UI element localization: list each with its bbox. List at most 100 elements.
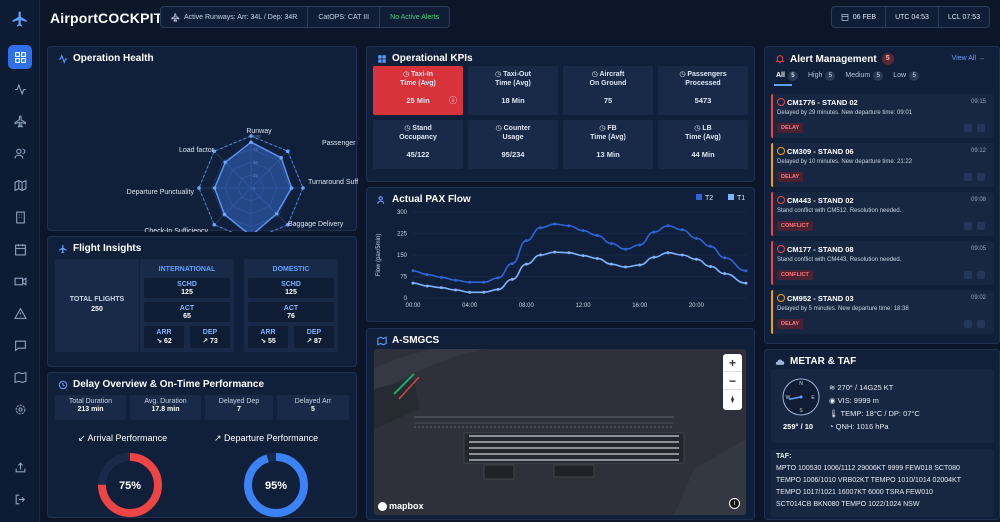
alert-tag: DELAY [777,319,804,329]
runway-status[interactable]: Active Runways: Arr: 34L / Dep: 34R [161,7,309,27]
book-icon [14,371,26,383]
series-point [567,251,571,255]
intl-dep: DEP ↗ 73 [190,326,230,348]
status-pills: Active Runways: Arr: 34L / Dep: 34R CatO… [160,6,451,28]
alert-card[interactable]: CM443 - STAND 02 09:08 Stand conflict with… [771,192,994,236]
taf-line: TEMPO 1017/1021 16007KT 6000 TSRA FEW010 [776,489,933,496]
radar-tick-label: 50 [253,160,259,165]
total-flights-value: 250 [91,306,103,313]
flight-insights-title: Flight Insights [58,243,141,254]
series-point [567,224,571,228]
alert-description: Delayed by 5 minutes. New departure time… [777,306,909,312]
nav-chat[interactable] [8,333,32,357]
radar-point [285,149,290,154]
check-icon[interactable] [977,271,985,279]
alert-card[interactable]: CM309 - STAND 06 09:12 Delayed by 10 minut… [771,143,994,187]
radar-point [212,149,217,154]
alert-icon [777,147,785,155]
series-point [581,229,585,233]
nav-settings[interactable] [8,397,32,421]
map-info-icon[interactable]: i [729,498,740,509]
nav-warnings[interactable] [8,301,32,325]
kpi-card[interactable]: ◷ Aircraft On Ground 75 [563,66,653,115]
series-point [723,272,727,276]
nav-flights[interactable] [8,109,32,133]
comment-icon[interactable] [964,173,972,181]
nav-dashboard[interactable] [8,45,32,69]
tab-medium[interactable]: Medium 5 [845,71,884,81]
kpi-value: 95/234 [501,150,525,159]
mapbox-logo: mapbox [378,501,424,511]
smgcs-title: A-SMGCS [377,335,439,346]
alert-card[interactable]: CM177 - STAND 08 09:05 Stand conflict with… [771,241,994,285]
metar-values: ≋ 270° / 14G25 KT ◉ VIS: 9999 m 🌡︎ TEMP:… [829,381,920,433]
metar-box: N E S W 259° / 10 ≋ 270° / 14G25 KT ◉ VIS: … [771,369,994,443]
nav-share[interactable] [8,455,32,479]
kpi-card[interactable]: ◷ FB Time (Avg) 13 Min [563,120,653,169]
alert-title: CM309 - STAND 06 [787,147,854,156]
x-tick-label: 12:00 [576,303,592,309]
cloud-icon [775,359,785,365]
kpi-card[interactable]: ◷ LB Time (Avg) 44 Min [658,120,748,169]
kpi-card[interactable]: ◷ Counter Usage 95/234 [468,120,558,169]
alerts-status[interactable]: No Active Alerts [390,13,440,21]
check-icon[interactable] [977,222,985,230]
compass-button[interactable] [723,390,742,408]
comment-icon[interactable] [964,271,972,279]
view-all-link[interactable]: View All → [951,55,985,62]
tab-low[interactable]: Low 5 [893,71,920,81]
tab-all[interactable]: All 5 [776,71,798,81]
comment-icon[interactable] [964,124,972,132]
nav-building[interactable] [8,205,32,229]
alert-tag: CONFLICT [777,270,813,280]
radar-axis-label: Turnaround Sufficiency [308,179,358,186]
donut-arc [98,453,162,517]
series-point [609,262,613,266]
catops-status[interactable]: CatOPS: CAT III [308,7,381,27]
comment-icon[interactable] [964,320,972,328]
taf-line: TEMPO 1006/1010 VRB02KT TEMPO 1010/1014 … [776,477,961,484]
departure-performance-label: ↗ Departure Performance [214,433,319,443]
kpi-value: 13 Min [596,150,620,159]
alert-card[interactable]: CM1776 - STAND 02 09:15 Delayed by 29 minu… [771,94,994,138]
zoom-out-button[interactable]: − [723,372,742,390]
airport-map-graphic [374,349,746,515]
counter-icon: ◷ [495,125,504,132]
kpi-title: Operational KPIs [377,53,473,64]
kpi-card[interactable]: ◷ Passengers Processed 5473 [658,66,748,115]
airport-map[interactable]: mapbox i [374,349,746,515]
nav-logout[interactable] [8,487,32,511]
kpi-value: 44 Min [691,150,715,159]
nav-users[interactable] [8,141,32,165]
radar-axis-label: Load factor [179,147,215,154]
stand-icon: ◷ [404,125,413,132]
kpi-card[interactable]: ◷ Stand Occupancy 45/122 [373,120,463,169]
check-icon[interactable] [977,124,985,132]
check-icon[interactable] [977,173,985,181]
kpi-card[interactable]: ◷ Taxi-In Time (Avg) 25 Min ⓘ [373,66,463,115]
radar-series [198,135,304,232]
nav-camera[interactable] [8,269,32,293]
comment-icon[interactable] [964,222,972,230]
radar-axis [250,187,289,226]
taf-label: TAF: [776,453,792,460]
pax-flow-chart: 300 225 150 75 000:00 04:00 08:00 12:00 16:00 20:… [376,194,748,309]
alert-card[interactable]: CM952 - STAND 03 09:02 Delayed by 5 minute… [771,290,994,334]
series-point [694,257,698,261]
delayed-arr-stat: Delayed Arr 5 [277,395,349,420]
nav-calendar[interactable] [8,237,32,261]
performance-donuts: 75% 95% [98,453,308,517]
zoom-in-button[interactable]: + [723,354,742,372]
kpi-card[interactable]: ◷ Taxi-Out Time (Avg) 18 Min [468,66,558,115]
nav-book[interactable] [8,365,32,389]
series-point [454,278,458,282]
series-point [595,234,599,238]
nav-map[interactable] [8,173,32,197]
dom-dep: DEP ↗ 87 [294,326,334,348]
intl-schd: SCHD 125 [144,278,230,298]
tab-high[interactable]: High 5 [808,71,836,81]
kpi-label: ◷ Passengers Processed [679,71,727,87]
check-icon[interactable] [977,320,985,328]
nav-activity[interactable] [8,77,32,101]
series-point [496,276,500,280]
